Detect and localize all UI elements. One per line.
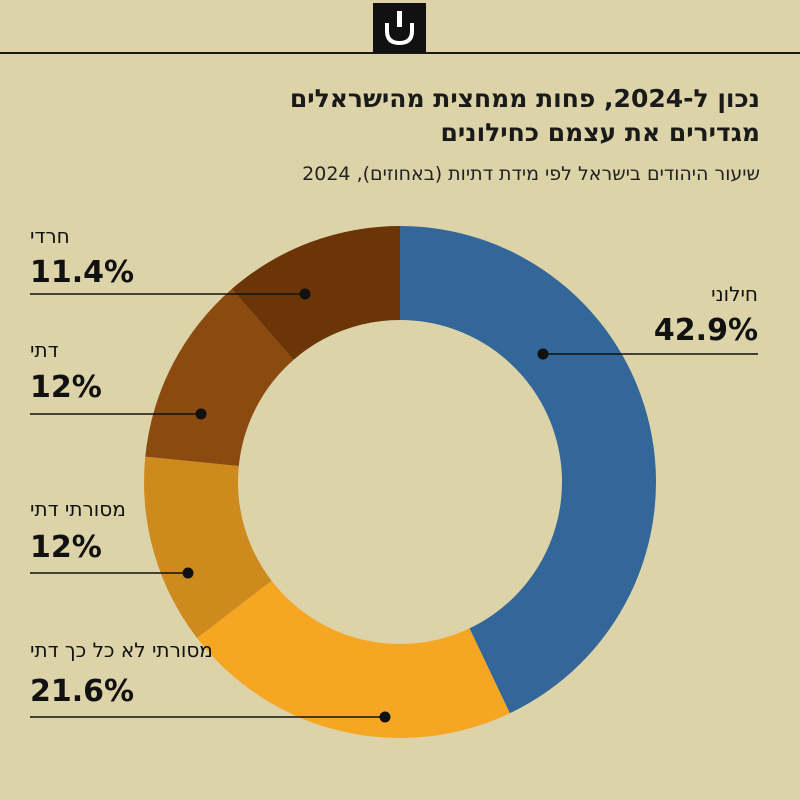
haaretz-logo-icon: [373, 3, 426, 53]
leader-dot-traditional-not-religious: [379, 711, 391, 723]
slice-label-haredi: חרדי: [30, 224, 70, 248]
chart-subtitle: שיעור היהודים בישראל לפי מידת דתיות (באח…: [302, 163, 760, 185]
leader-dot-traditional-religious: [182, 567, 194, 579]
donut-slice-religious: [145, 289, 294, 466]
title-line-1: נכון ל-2024, פחות ממחצית מהישראלים: [289, 84, 760, 113]
slice-value-traditional-not-religious: 21.6%: [30, 674, 135, 709]
leader-dot-haredi: [299, 288, 311, 300]
slice-value-secular: 42.9%: [653, 313, 758, 348]
title-line-2: מגדירים את עצמם כחילונים: [440, 118, 761, 147]
slice-label-traditional-not-religious: מסורתי לא כל כך דתי: [30, 638, 213, 662]
slice-label-secular: חילוני: [711, 282, 758, 306]
header-rule: [0, 52, 800, 54]
slice-value-haredi: 11.4%: [30, 255, 135, 290]
leader-dot-secular: [537, 348, 549, 360]
donut-slice-traditional-not-religious: [197, 580, 510, 739]
donut-slice-traditional-religious: [144, 456, 272, 639]
donut-slice-haredi: [231, 226, 400, 360]
chart-title: נכון ל-2024, פחות ממחצית מהישראלים מגדיר…: [160, 82, 760, 150]
slice-label-religious: דתי: [30, 338, 59, 362]
leader-dot-religious: [195, 408, 207, 420]
donut-slice-secular: [400, 226, 657, 714]
slice-label-traditional-religious: מסורתי דתי: [30, 497, 126, 521]
slice-value-traditional-religious: 12%: [30, 530, 102, 565]
slice-value-religious: 12%: [30, 370, 102, 405]
